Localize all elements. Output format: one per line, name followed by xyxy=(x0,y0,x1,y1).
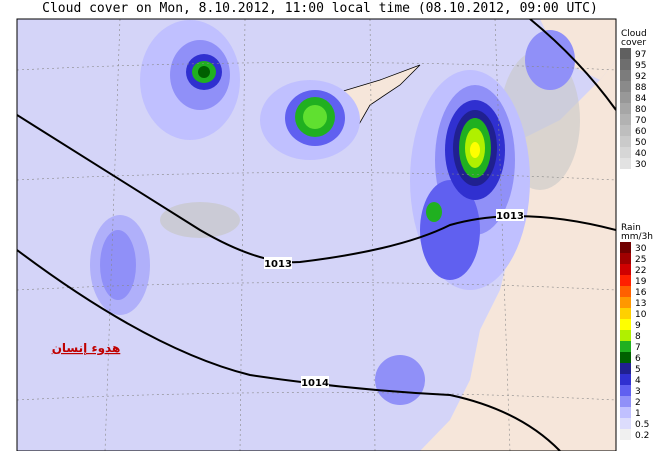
legend-swatch xyxy=(620,147,631,158)
legend-swatch xyxy=(620,103,631,114)
legend-label: 25 xyxy=(635,255,646,265)
legend-swatch xyxy=(620,341,631,352)
legend-label: 13 xyxy=(635,299,646,309)
legend-label: 4 xyxy=(635,376,641,386)
legend-swatch xyxy=(620,275,631,286)
legend-label: 2 xyxy=(635,398,641,408)
legend-label: 0.2 xyxy=(635,431,649,441)
legend-label: 97 xyxy=(635,50,646,60)
legend-label: 1 xyxy=(635,409,641,419)
legend-label: 80 xyxy=(635,105,647,115)
legend-swatch xyxy=(620,48,631,59)
legend-swatch xyxy=(620,396,631,407)
legend-swatch xyxy=(620,308,631,319)
legend-label: 0.5 xyxy=(635,420,649,430)
legend-swatch xyxy=(620,319,631,330)
isobar-label-bg xyxy=(264,257,292,269)
legend-swatch xyxy=(620,418,631,429)
legend-label: 16 xyxy=(635,288,647,298)
legend-label: 95 xyxy=(635,61,646,71)
legend-swatch xyxy=(620,385,631,396)
legend-swatch xyxy=(620,363,631,374)
legend-title: Cloud xyxy=(621,29,647,39)
legend-label: 70 xyxy=(635,116,647,126)
legend-swatch xyxy=(620,429,631,440)
legend-swatch xyxy=(620,330,631,341)
legend-label: 9 xyxy=(635,321,641,331)
legend-swatch xyxy=(620,59,631,70)
legend-swatch xyxy=(620,297,631,308)
legend-swatch xyxy=(620,125,631,136)
legend-swatch xyxy=(620,264,631,275)
legend-label: 40 xyxy=(635,149,647,159)
legend-swatch xyxy=(620,286,631,297)
legend-label: 7 xyxy=(635,343,641,353)
watermark: هدوء إنسان xyxy=(52,341,121,356)
map-title: Cloud cover on Mon, 8.10.2012, 11:00 loc… xyxy=(42,1,598,16)
legend-swatch xyxy=(620,158,631,169)
isobar-label: 1013 xyxy=(264,259,292,270)
legend-label: 50 xyxy=(635,138,647,148)
legend-swatch xyxy=(620,81,631,92)
isobar-label-bg xyxy=(301,376,329,388)
legend-label: 92 xyxy=(635,72,646,82)
legend-swatch xyxy=(620,253,631,264)
legend-label: 3 xyxy=(635,387,641,397)
legend-label: 6 xyxy=(635,354,641,364)
legend-label: 19 xyxy=(635,277,647,287)
legend-title: Rain xyxy=(621,223,641,233)
legend-title: mm/3h xyxy=(621,232,653,242)
legend-label: 88 xyxy=(635,83,647,93)
legend-label: 5 xyxy=(635,365,641,375)
legend-label: 8 xyxy=(635,332,641,342)
isobar-label: 1013 xyxy=(496,211,524,222)
legend-swatch xyxy=(620,114,631,125)
legend-title: cover xyxy=(621,38,646,48)
legend-label: 84 xyxy=(635,94,647,104)
map xyxy=(17,19,616,451)
legend-swatch xyxy=(620,407,631,418)
legend-swatch xyxy=(620,70,631,81)
legend-label: 30 xyxy=(635,244,647,254)
legend-label: 10 xyxy=(635,310,647,320)
legend-label: 60 xyxy=(635,127,647,137)
legend-swatch xyxy=(620,242,631,253)
legend-swatch xyxy=(620,352,631,363)
isobar-label: 1014 xyxy=(301,378,329,389)
legend-label: 22 xyxy=(635,266,646,276)
legend-swatch xyxy=(620,136,631,147)
legend-swatch xyxy=(620,92,631,103)
legend-label: 30 xyxy=(635,160,647,170)
legend-swatch xyxy=(620,374,631,385)
isobar-label-bg xyxy=(496,209,524,221)
